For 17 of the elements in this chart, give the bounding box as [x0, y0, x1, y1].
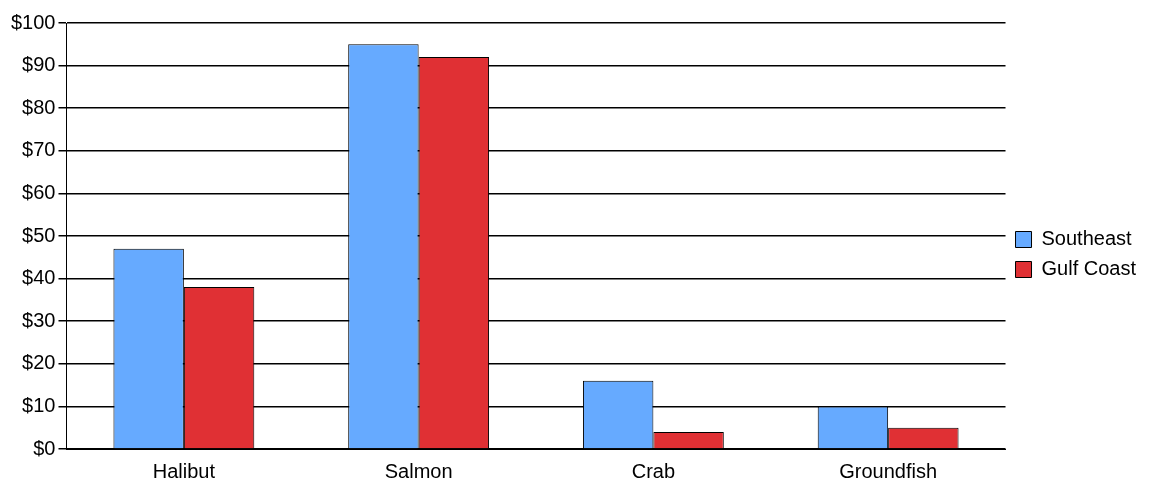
- y-tick-label: $20: [22, 351, 56, 374]
- y-tick-label: $10: [22, 393, 56, 416]
- x-tick-label: Groundfish: [839, 459, 938, 482]
- legend-label: Gulf Coast: [1041, 257, 1137, 280]
- y-tick-label: $90: [22, 53, 56, 76]
- y-tick-label: $0: [33, 436, 56, 459]
- y-tick-label: $50: [22, 223, 56, 246]
- legend-label: Southeast: [1041, 227, 1133, 250]
- x-tick-label: Halibut: [152, 459, 216, 482]
- y-tick-label: $80: [22, 95, 56, 118]
- y-tick-label: $40: [22, 266, 56, 289]
- x-tick-label: Salmon: [384, 459, 453, 482]
- y-tick-label: $30: [22, 308, 56, 331]
- x-tick-label: Crab: [631, 459, 676, 482]
- y-tick-label: $100: [10, 10, 56, 33]
- y-tick-label: $70: [22, 138, 56, 161]
- y-tick-label: $60: [22, 180, 56, 203]
